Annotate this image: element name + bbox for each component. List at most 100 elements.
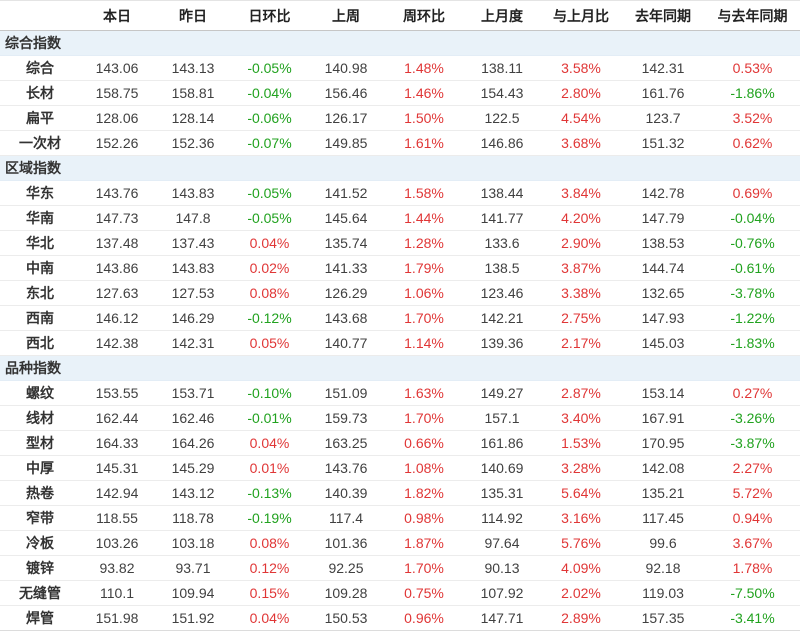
percent-cell: 2.90% xyxy=(541,230,621,256)
value-cell: 119.03 xyxy=(621,580,705,606)
percent-cell: 1.87% xyxy=(385,530,463,556)
row-label: 冷板 xyxy=(0,530,80,556)
percent-cell: 0.02% xyxy=(232,255,307,281)
table-header: 本日 昨日 日环比 上周 周环比 上月度 与上月比 去年同期 与去年同期 xyxy=(0,0,800,31)
percent-cell: -1.22% xyxy=(705,305,800,331)
row-label: 窄带 xyxy=(0,505,80,531)
value-cell: 141.77 xyxy=(463,205,541,231)
value-cell: 103.26 xyxy=(80,530,154,556)
value-cell: 140.77 xyxy=(307,330,385,356)
value-cell: 142.38 xyxy=(80,330,154,356)
value-cell: 142.94 xyxy=(80,480,154,506)
table-row: 中厚 145.31 145.29 0.01% 143.76 1.08% 140.69 3.28… xyxy=(0,455,800,481)
value-cell: 142.21 xyxy=(463,305,541,331)
value-cell: 97.64 xyxy=(463,530,541,556)
table-row: 华北 137.48 137.43 0.04% 135.74 1.28% 133.6 2.90%… xyxy=(0,230,800,256)
value-cell: 161.76 xyxy=(621,80,705,106)
value-cell: 122.5 xyxy=(463,105,541,131)
value-cell: 142.31 xyxy=(621,55,705,81)
value-cell: 141.33 xyxy=(307,255,385,281)
value-cell: 143.68 xyxy=(307,305,385,331)
value-cell: 127.53 xyxy=(154,280,232,306)
percent-cell: -1.86% xyxy=(705,80,800,106)
value-cell: 127.63 xyxy=(80,280,154,306)
percent-cell: 1.44% xyxy=(385,205,463,231)
value-cell: 158.75 xyxy=(80,80,154,106)
percent-cell: 3.40% xyxy=(541,405,621,431)
percent-cell: 0.98% xyxy=(385,505,463,531)
percent-cell: -0.04% xyxy=(232,80,307,106)
percent-cell: 4.20% xyxy=(541,205,621,231)
percent-cell: 2.02% xyxy=(541,580,621,606)
value-cell: 123.7 xyxy=(621,105,705,131)
value-cell: 141.52 xyxy=(307,180,385,206)
value-cell: 146.29 xyxy=(154,305,232,331)
percent-cell: -3.78% xyxy=(705,280,800,306)
percent-cell: 3.68% xyxy=(541,130,621,156)
value-cell: 144.74 xyxy=(621,255,705,281)
table-row: 无缝管 110.1 109.94 0.15% 109.28 0.75% 107.92 2.02… xyxy=(0,580,800,606)
row-label-column-header xyxy=(0,0,80,31)
row-label: 焊管 xyxy=(0,605,80,631)
row-label: 型材 xyxy=(0,430,80,456)
percent-cell: 3.87% xyxy=(541,255,621,281)
table-row: 螺纹 153.55 153.71 -0.10% 151.09 1.63% 149.27 2.8… xyxy=(0,380,800,406)
percent-cell: -0.05% xyxy=(232,205,307,231)
table-row: 窄带 118.55 118.78 -0.19% 117.4 0.98% 114.92 3.16… xyxy=(0,505,800,531)
value-cell: 157.1 xyxy=(463,405,541,431)
value-cell: 99.6 xyxy=(621,530,705,556)
value-cell: 114.92 xyxy=(463,505,541,531)
row-label: 无缝管 xyxy=(0,580,80,606)
value-cell: 147.79 xyxy=(621,205,705,231)
column-header: 与去年同期 xyxy=(705,0,800,31)
percent-cell: -0.76% xyxy=(705,230,800,256)
row-label: 一次材 xyxy=(0,130,80,156)
percent-cell: 3.58% xyxy=(541,55,621,81)
value-cell: 142.31 xyxy=(154,330,232,356)
table-row: 热卷 142.94 143.12 -0.13% 140.39 1.82% 135.31 5.6… xyxy=(0,480,800,506)
percent-cell: 0.75% xyxy=(385,580,463,606)
percent-cell: 1.70% xyxy=(385,305,463,331)
percent-cell: 1.70% xyxy=(385,405,463,431)
percent-cell: 3.52% xyxy=(705,105,800,131)
column-header: 本日 xyxy=(80,0,154,31)
value-cell: 126.29 xyxy=(307,280,385,306)
table-row: 镀锌 93.82 93.71 0.12% 92.25 1.70% 90.13 4.09% 92.… xyxy=(0,555,800,581)
percent-cell: 1.28% xyxy=(385,230,463,256)
value-cell: 139.36 xyxy=(463,330,541,356)
value-cell: 117.45 xyxy=(621,505,705,531)
column-header: 周环比 xyxy=(385,0,463,31)
table-row: 焊管 151.98 151.92 0.04% 150.53 0.96% 147.71 2.89… xyxy=(0,605,800,631)
value-cell: 164.33 xyxy=(80,430,154,456)
value-cell: 143.12 xyxy=(154,480,232,506)
value-cell: 110.1 xyxy=(80,580,154,606)
value-cell: 132.65 xyxy=(621,280,705,306)
percent-cell: 0.05% xyxy=(232,330,307,356)
percent-cell: 3.28% xyxy=(541,455,621,481)
value-cell: 146.86 xyxy=(463,130,541,156)
row-label: 中南 xyxy=(0,255,80,281)
value-cell: 137.43 xyxy=(154,230,232,256)
percent-cell: 2.87% xyxy=(541,380,621,406)
percent-cell: 1.70% xyxy=(385,555,463,581)
section-title: 综合指数 xyxy=(0,30,800,56)
percent-cell: 1.58% xyxy=(385,180,463,206)
value-cell: 151.09 xyxy=(307,380,385,406)
value-cell: 109.28 xyxy=(307,580,385,606)
percent-cell: 0.08% xyxy=(232,280,307,306)
row-label: 线材 xyxy=(0,405,80,431)
value-cell: 151.98 xyxy=(80,605,154,631)
table-row: 综合 143.06 143.13 -0.05% 140.98 1.48% 138.11 3.5… xyxy=(0,55,800,81)
value-cell: 143.86 xyxy=(80,255,154,281)
percent-cell: -0.01% xyxy=(232,405,307,431)
value-cell: 140.69 xyxy=(463,455,541,481)
percent-cell: 1.82% xyxy=(385,480,463,506)
table-row: 华南 147.73 147.8 -0.05% 145.64 1.44% 141.77 4.20… xyxy=(0,205,800,231)
percent-cell: 3.67% xyxy=(705,530,800,556)
value-cell: 163.25 xyxy=(307,430,385,456)
column-header: 去年同期 xyxy=(621,0,705,31)
value-cell: 137.48 xyxy=(80,230,154,256)
percent-cell: 0.53% xyxy=(705,55,800,81)
value-cell: 138.44 xyxy=(463,180,541,206)
percent-cell: 3.16% xyxy=(541,505,621,531)
